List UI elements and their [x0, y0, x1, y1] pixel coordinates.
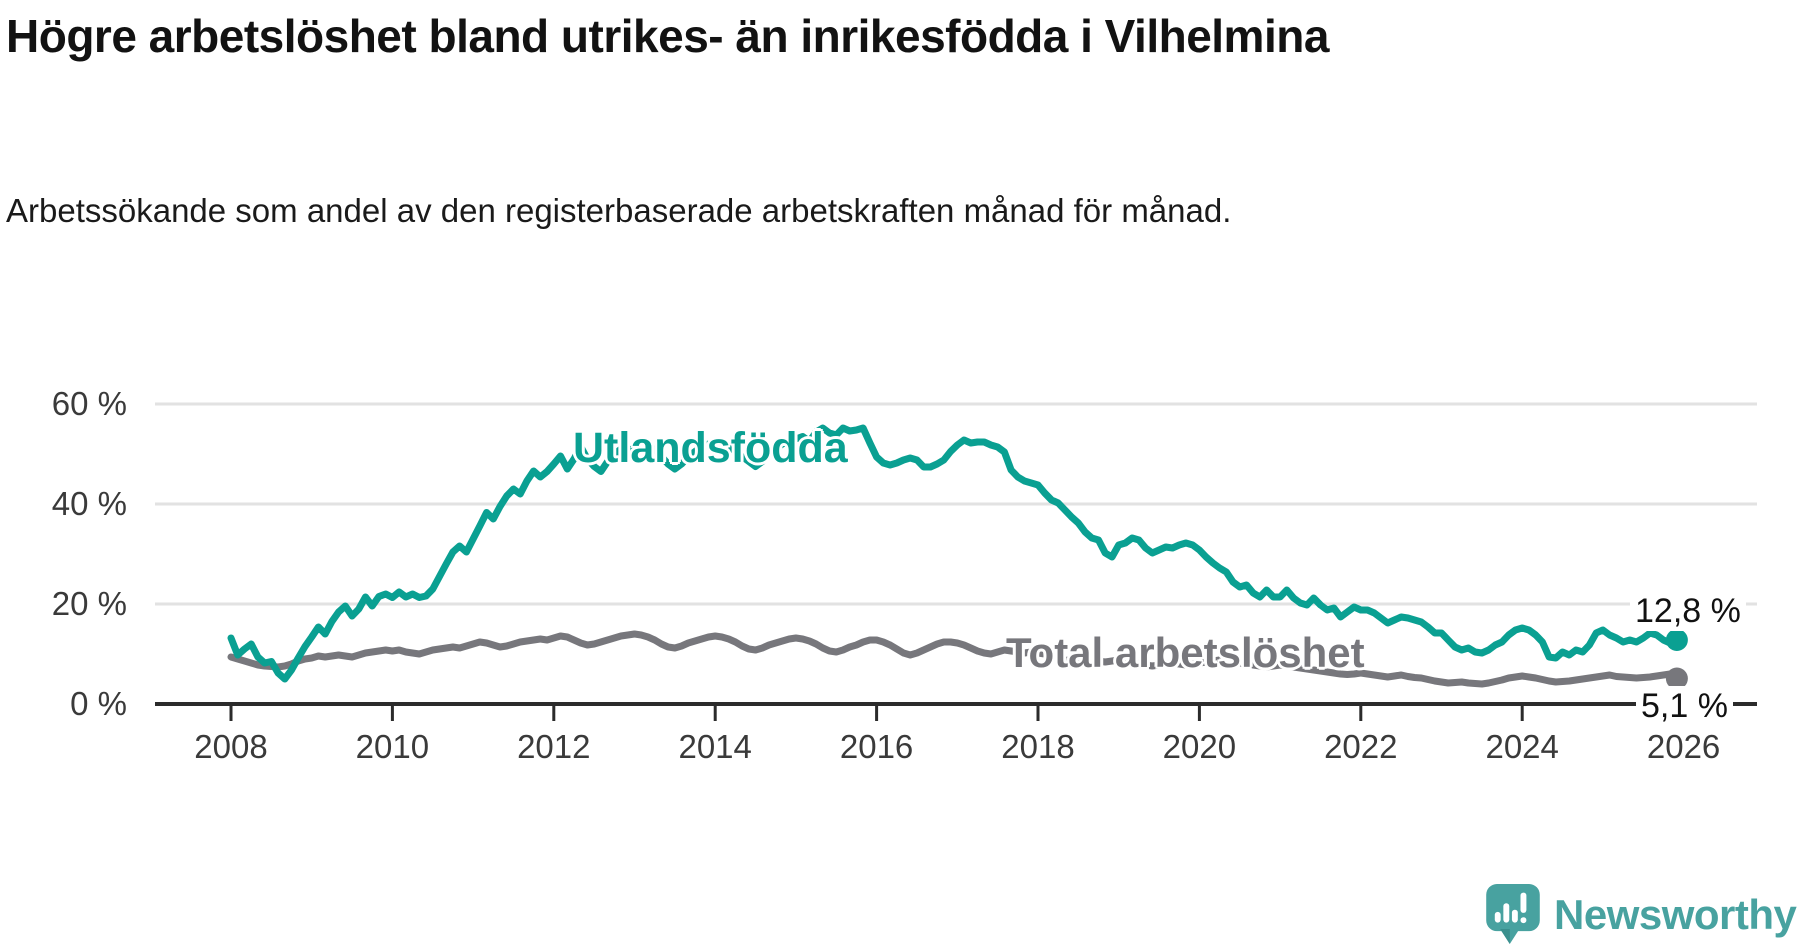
series-line-utlandsf-dda — [227, 424, 1681, 683]
series-end-dot-total-arbetsl-shet — [1665, 667, 1688, 690]
y-axis-label-0: 0 % — [70, 685, 127, 722]
chart-title: Högre arbetslöshet bland utrikes- än inr… — [6, 10, 1329, 62]
x-axis-label-2018: 2018 — [1001, 728, 1075, 765]
x-axis-label-2014: 2014 — [678, 728, 752, 765]
y-axis-label-40: 40 % — [51, 485, 127, 522]
newsworthy-chart-bubble-icon — [1486, 884, 1540, 945]
x-axis-label-2012: 2012 — [517, 728, 591, 765]
x-axis-label-2008: 2008 — [194, 728, 268, 765]
x-axis-label-2016: 2016 — [839, 728, 914, 765]
x-axis-label-2010: 2010 — [355, 728, 430, 765]
x-axis-label-2022: 2022 — [1324, 728, 1398, 765]
end-value-label-total: 5,1 % — [1636, 686, 1733, 726]
x-axis-label-2026: 2026 — [1646, 728, 1721, 765]
series-line-total-arbetsl-shet — [227, 630, 1681, 688]
chart-subtitle: Arbetssökande som andel av den registerb… — [6, 192, 1232, 229]
series-label-total-arbetsloshet: Total arbetslöshet — [1006, 629, 1365, 676]
y-axis-label-60: 60 % — [51, 385, 127, 422]
series-label-utlandsfodda: Utlandsfödda — [573, 424, 848, 472]
y-axis-label-20: 20 % — [51, 585, 127, 622]
end-value-label-utlandsfodda: 12,8 % — [1630, 591, 1746, 631]
newsworthy-logo[interactable]: Newsworthy — [1486, 884, 1798, 946]
x-axis-label-2024: 2024 — [1485, 728, 1559, 765]
x-axis-label-2020: 2020 — [1162, 728, 1237, 765]
series-end-dot-utlandsf-dda — [1665, 629, 1688, 651]
newsworthy-logo-text: Newsworthy — [1554, 891, 1797, 938]
